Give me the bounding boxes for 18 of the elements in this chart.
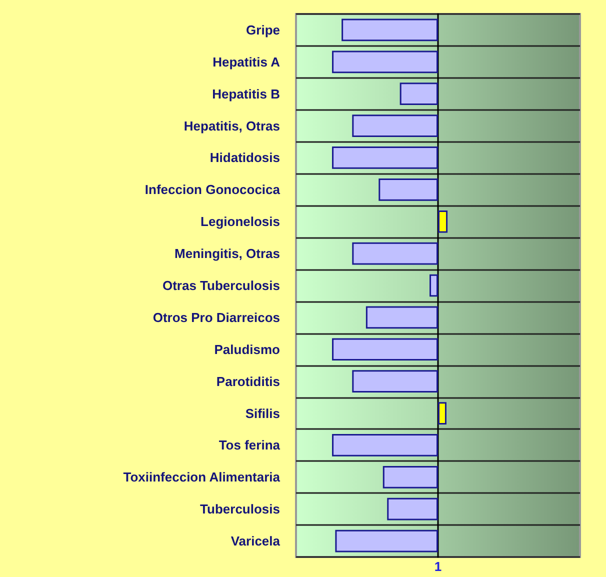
y-tick-label: Toxiinfeccion Alimentaria [123,470,281,485]
y-tick-label: Hidatidosis [210,150,280,166]
y-tick-label: Parotiditis [216,374,280,389]
y-tick-label: Otros Pro Diarreicos [152,310,280,325]
y-tick-label: Hepatitis A [212,54,281,70]
y-tick-label: Tos ferina [218,438,281,453]
text: 1 [434,559,442,574]
y-tick-label: Otras Tuberculosis [162,278,280,293]
y-tick-label: Meningitis, Otras [174,246,280,262]
y-tick-label: Legionelosis [200,214,280,230]
y-tick-label: Tuberculosis [200,502,280,517]
y-tick-label: Gripe [246,22,280,38]
y-tick-label: Hepatitis, Otras [184,118,280,134]
y-tick-label: Varicela [230,534,281,549]
y-tick-label: Infeccion Gonococica [144,182,281,198]
y-tick-label: Sifilis [245,406,280,421]
y-tick-label: Hepatitis B [212,86,280,102]
y-tick-label: Paludismo [214,342,280,357]
